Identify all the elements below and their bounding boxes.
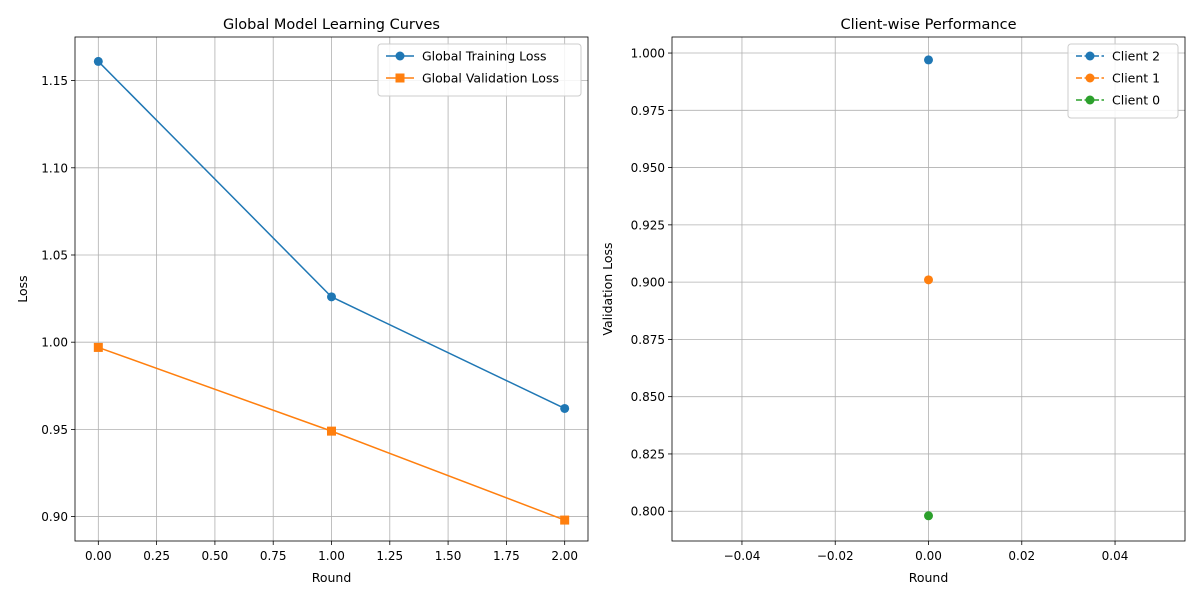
x-tick-label: 0.00 bbox=[85, 549, 112, 563]
y-tick-label: 0.900 bbox=[631, 276, 665, 290]
legend-marker-2 bbox=[1085, 95, 1095, 105]
y-tick-label: 0.95 bbox=[41, 423, 68, 437]
data-point-1-1 bbox=[327, 426, 336, 436]
chart-panel-0: 0.00 0.25 0.50 0.75 1.00 1.25 1.50 1.75 2.00 0.90… bbox=[15, 17, 589, 585]
data-point-0-1 bbox=[327, 292, 336, 302]
legend: Global Training Loss Global Validation Lo… bbox=[377, 43, 582, 97]
y-tick-label: 1.00 bbox=[41, 336, 68, 350]
legend-marker-1 bbox=[1085, 73, 1095, 83]
chart-title: Client-wise Performance bbox=[840, 17, 1016, 33]
x-tick-label: 0.04 bbox=[1102, 549, 1129, 563]
y-tick-label: 1.10 bbox=[41, 161, 68, 175]
legend-box bbox=[377, 43, 582, 97]
y-axis-label: Loss bbox=[15, 275, 30, 302]
data-point-1-0 bbox=[93, 342, 103, 352]
legend-label-1: Client 1 bbox=[1112, 71, 1160, 86]
x-tick-label: 2.00 bbox=[551, 549, 578, 563]
x-tick-label: 0.02 bbox=[1008, 549, 1035, 563]
x-tick-label: 1.50 bbox=[435, 549, 462, 563]
x-axis-label: Round bbox=[312, 570, 352, 585]
legend-marker-0 bbox=[395, 51, 405, 61]
data-point-2-0 bbox=[924, 511, 933, 521]
legend-label-0: Global Training Loss bbox=[422, 49, 547, 64]
x-tick-label: 1.75 bbox=[493, 549, 520, 563]
x-tick-label: −0.04 bbox=[724, 549, 761, 563]
x-tick-label: 1.00 bbox=[318, 549, 345, 563]
legend: Client 2 Client 1 Client 0 bbox=[1067, 43, 1179, 119]
x-tick-label: 0.25 bbox=[143, 549, 170, 563]
y-tick-label: 0.800 bbox=[631, 505, 665, 519]
y-tick-label: 1.05 bbox=[41, 248, 68, 262]
legend-label-1: Global Validation Loss bbox=[422, 71, 559, 86]
y-axis-label: Validation Loss bbox=[600, 242, 615, 335]
chart-title: Global Model Learning Curves bbox=[223, 17, 440, 33]
data-point-0-0 bbox=[924, 55, 933, 65]
x-tick-label: 0.00 bbox=[915, 549, 942, 563]
legend-marker-0 bbox=[1085, 51, 1095, 61]
legend-label-2: Client 0 bbox=[1112, 93, 1160, 108]
data-point-1-2 bbox=[560, 515, 570, 525]
y-tick-label: 0.950 bbox=[631, 161, 665, 175]
y-tick-label: 0.975 bbox=[631, 104, 665, 118]
data-point-0-0 bbox=[93, 56, 103, 66]
x-tick-label: 0.50 bbox=[202, 549, 229, 563]
legend-label-0: Client 2 bbox=[1112, 49, 1160, 64]
data-point-1-0 bbox=[924, 275, 933, 285]
y-tick-label: 0.90 bbox=[41, 510, 68, 524]
y-tick-label: 1.000 bbox=[631, 47, 665, 61]
data-point-0-2 bbox=[560, 403, 570, 413]
y-tick-label: 0.850 bbox=[631, 390, 665, 404]
x-axis-label: Round bbox=[909, 570, 949, 585]
x-tick-label: 0.75 bbox=[260, 549, 287, 563]
chart-panel-1: −0.04 −0.02 0.00 0.02 0.04 0.800 0.825 0.850 0.8… bbox=[600, 17, 1186, 585]
y-tick-label: 0.875 bbox=[631, 333, 665, 347]
y-tick-label: 0.825 bbox=[631, 447, 665, 461]
y-tick-label: 0.925 bbox=[631, 218, 665, 232]
x-tick-label: −0.02 bbox=[817, 549, 854, 563]
legend-marker-1 bbox=[395, 73, 405, 83]
y-tick-label: 1.15 bbox=[41, 74, 68, 88]
x-tick-label: 1.25 bbox=[376, 549, 403, 563]
